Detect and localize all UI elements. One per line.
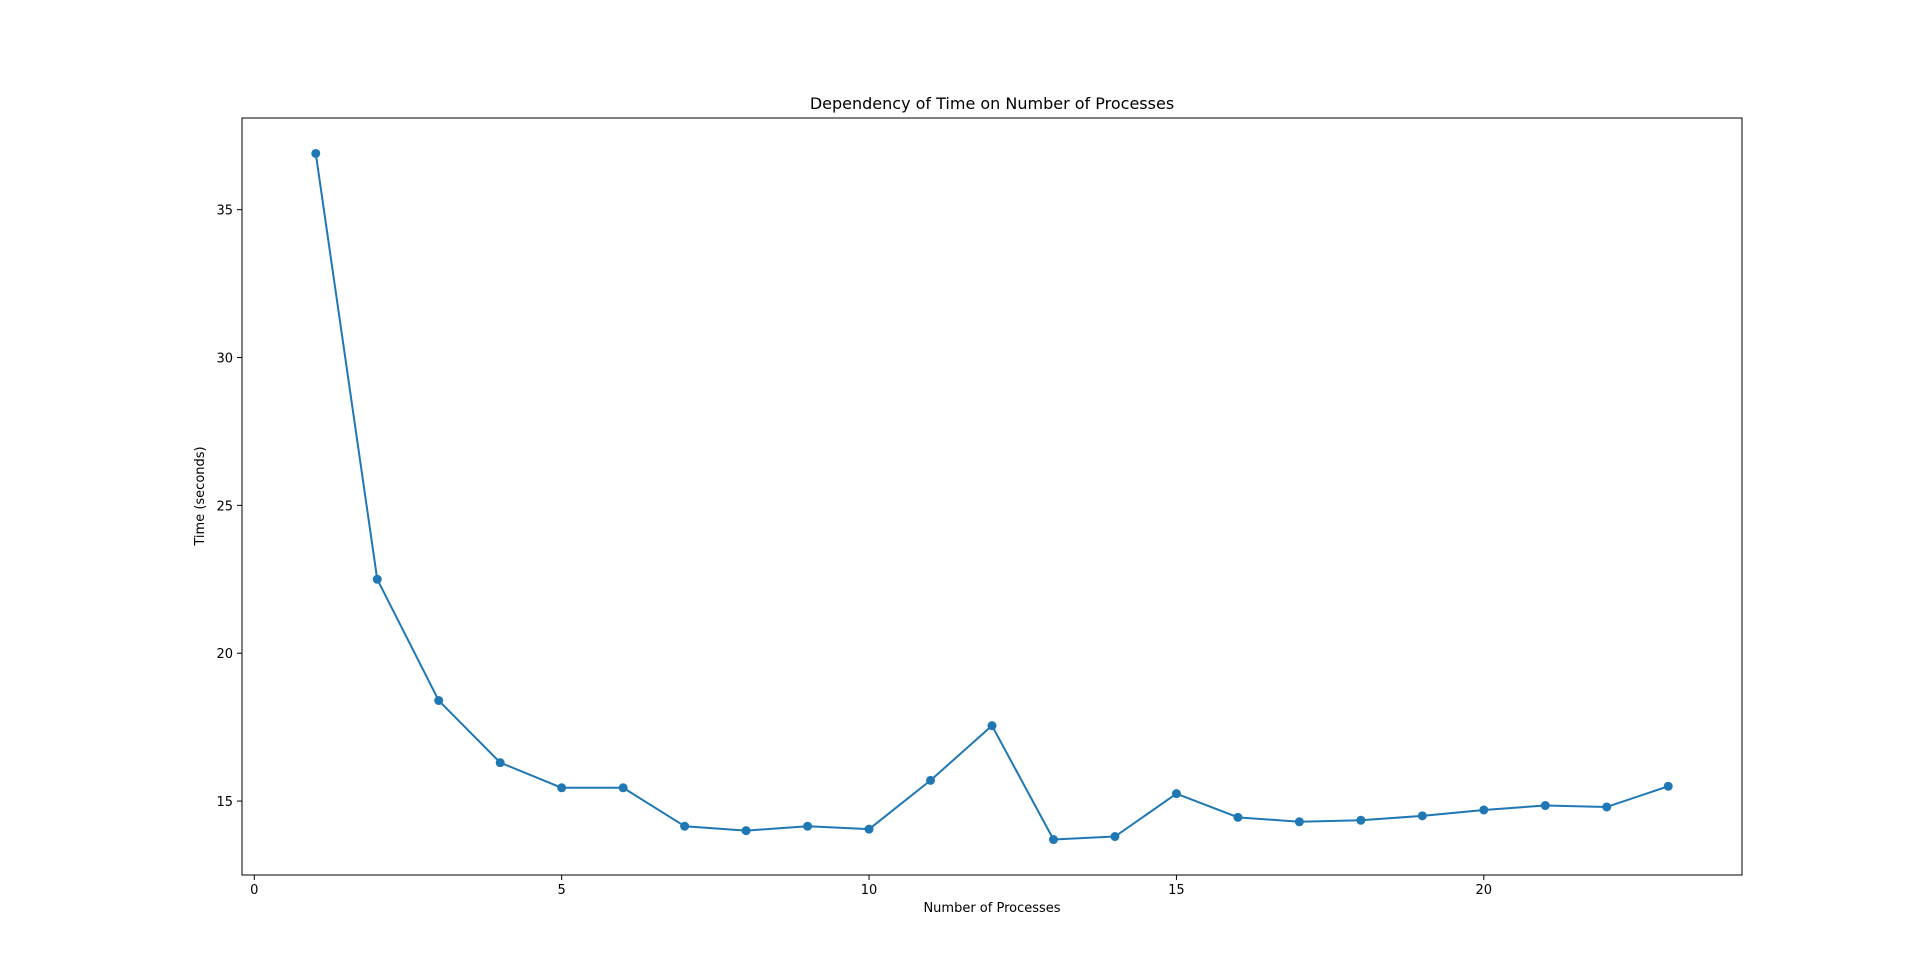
y-tick-label: 35 <box>216 204 233 219</box>
data-point <box>926 775 936 785</box>
series-line <box>314 153 1669 841</box>
x-tick-label: 5 <box>558 883 566 898</box>
chart-title: Dependency of Time on Number of Processe… <box>810 94 1174 113</box>
data-point <box>1417 811 1427 821</box>
data-point <box>1479 805 1489 815</box>
y-tick-label: 30 <box>216 352 233 367</box>
x-axis-label: Number of Processes <box>923 901 1060 916</box>
data-point <box>864 824 874 834</box>
data-point <box>1110 832 1120 842</box>
data-point <box>1356 815 1366 825</box>
data-point <box>1540 801 1550 811</box>
data-point <box>1663 781 1673 791</box>
y-tick-label: 20 <box>216 647 233 662</box>
data-point <box>987 721 997 731</box>
x-tick-label: 0 <box>250 883 258 898</box>
data-point <box>1048 835 1058 845</box>
data-point <box>311 148 321 158</box>
data-point <box>741 826 751 836</box>
x-tick-label: 15 <box>1168 883 1185 898</box>
y-tick-label: 25 <box>216 499 233 514</box>
data-point <box>495 758 505 768</box>
y-axis: 15 20 25 30 35 <box>216 204 242 810</box>
y-tick-label: 15 <box>216 795 233 810</box>
data-point <box>618 783 628 793</box>
data-point <box>1602 802 1612 812</box>
plot-area <box>311 148 1673 845</box>
x-tick-label: 10 <box>861 883 878 898</box>
data-point <box>434 696 444 706</box>
data-point <box>372 574 382 584</box>
data-point <box>1171 789 1181 799</box>
x-axis: 0 5 10 15 20 <box>250 875 1492 898</box>
y-axis-label: Time (seconds) <box>193 446 208 546</box>
x-tick-label: 20 <box>1476 883 1493 898</box>
axes-frame <box>241 117 1743 876</box>
data-point <box>557 783 567 793</box>
data-point <box>803 821 813 831</box>
data-point <box>1233 812 1243 822</box>
data-point <box>1294 817 1304 827</box>
data-point <box>680 821 690 831</box>
